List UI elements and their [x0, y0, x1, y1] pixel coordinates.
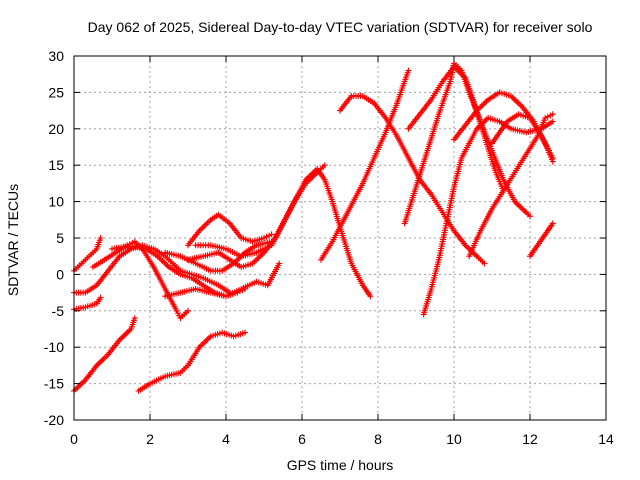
- series-layer: [71, 60, 556, 394]
- series-markers: [337, 93, 488, 267]
- y-tick-label: 20: [48, 121, 64, 137]
- y-tick-label: 15: [48, 157, 64, 173]
- series-markers: [527, 220, 556, 260]
- series-arc-3: [71, 294, 104, 313]
- series-markers: [135, 329, 248, 394]
- series-markers: [162, 260, 283, 300]
- series-markers: [420, 114, 556, 318]
- series-markers: [489, 111, 556, 161]
- y-tick-label: 30: [48, 48, 64, 64]
- series-markers: [466, 111, 556, 260]
- series-markers: [71, 235, 104, 274]
- y-tick-label: 0: [56, 266, 64, 282]
- y-tick-label: 10: [48, 194, 64, 210]
- y-tick-label: 25: [48, 84, 64, 100]
- y-tick-labels: -20 -15 -10 -5 0 5 10 15 20 25 30: [44, 48, 64, 428]
- series-arc-14: [337, 93, 488, 267]
- grid: [74, 56, 606, 420]
- series-arc-1: [71, 242, 233, 296]
- series-arc-21: [527, 220, 556, 260]
- series-arc-5: [90, 238, 191, 322]
- y-tick-label: 5: [56, 230, 64, 246]
- x-tick-label: 10: [446, 431, 462, 447]
- y-tick-label: -15: [44, 376, 64, 392]
- x-tick-label: 8: [374, 431, 382, 447]
- series-arc-7: [162, 260, 283, 300]
- series-arc-8: [135, 329, 248, 394]
- series-markers: [192, 162, 328, 260]
- series-markers: [71, 315, 138, 394]
- x-tick-label: 4: [222, 431, 230, 447]
- series-arc-2: [71, 235, 104, 274]
- axis-ticks: [73, 55, 607, 421]
- series-arc-11: [185, 211, 275, 249]
- series-arc-13: [318, 67, 412, 263]
- series-arc-4: [71, 315, 138, 394]
- series-markers: [71, 294, 104, 313]
- y-tick-label: -10: [44, 339, 64, 355]
- series-markers: [185, 211, 275, 249]
- series-arc-12: [192, 162, 328, 260]
- x-tick-label: 14: [598, 431, 614, 447]
- x-tick-label: 6: [298, 431, 306, 447]
- y-tick-label: -20: [44, 412, 64, 428]
- x-tick-labels: 0 2 4 6 8 10 12 14: [70, 431, 614, 447]
- x-tick-label: 12: [522, 431, 538, 447]
- chart-title: Day 062 of 2025, Sidereal Day-to-day VTE…: [88, 19, 593, 35]
- series-arc-20: [489, 111, 556, 161]
- series-arc-19: [466, 111, 556, 260]
- series-markers: [318, 67, 412, 263]
- series-arc-17: [420, 114, 556, 318]
- series-markers: [90, 238, 191, 322]
- y-tick-label: -5: [52, 303, 65, 319]
- x-tick-label: 0: [70, 431, 78, 447]
- x-tick-label: 2: [146, 431, 154, 447]
- x-axis-label: GPS time / hours: [287, 457, 394, 473]
- y-axis-label: SDTVAR / TECUs: [5, 184, 21, 296]
